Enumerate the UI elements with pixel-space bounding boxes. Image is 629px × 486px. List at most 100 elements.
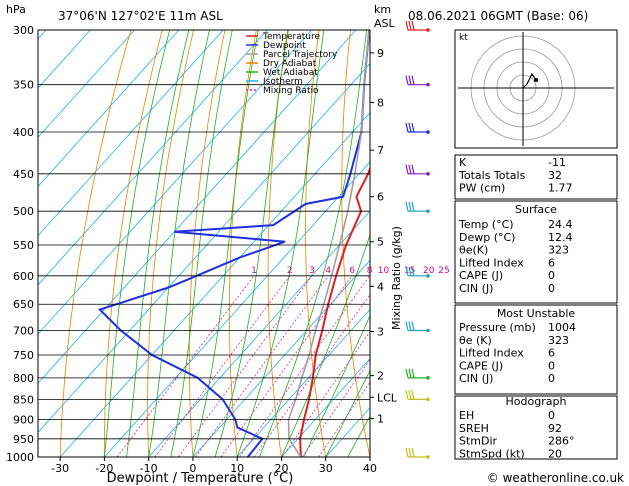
index-value: 24.4	[548, 218, 573, 231]
dry-adiabat-line	[59, 30, 132, 457]
wind-barb-flag	[405, 20, 409, 31]
wind-barb-flag	[411, 75, 415, 85]
hodograph-unit: kt	[459, 33, 468, 43]
legend-entry: Parcel Trajectory	[263, 50, 338, 60]
index-label: StmSpd (kt)	[459, 447, 525, 460]
isotherm-line	[281, 358, 370, 457]
wet-adiabat-line	[192, 30, 259, 457]
pressure-tick-label: 300	[13, 24, 34, 37]
altitude-tick-label: 1	[377, 412, 384, 425]
wind-barbs	[405, 20, 430, 459]
index-label: θe(K)	[459, 244, 488, 257]
index-label: CIN (J)	[459, 372, 493, 385]
index-label: PW (cm)	[459, 182, 505, 195]
index-label: SREH	[459, 422, 489, 435]
index-label: Lifted Index	[459, 256, 524, 269]
index-value: 32	[548, 169, 562, 182]
wind-barb-flag	[408, 390, 412, 400]
mixing-ratio-value-label: 2	[287, 266, 293, 276]
wind-barb-flag	[411, 202, 415, 212]
mixing-ratio-value-label: 20	[423, 266, 435, 276]
wind-barb-flag	[405, 447, 409, 458]
altitude-tick-label: 5	[377, 236, 384, 249]
index-label: Pressure (mb)	[459, 321, 536, 334]
pressure-tick-label: 800	[13, 372, 34, 385]
index-value: 0	[548, 282, 555, 295]
pressure-tick-label: 450	[13, 168, 34, 181]
index-label: Lifted Index	[459, 347, 524, 360]
wet-adiabat-line	[148, 30, 210, 457]
wind-barb-flag	[411, 447, 415, 458]
wind-barb-flag	[408, 368, 412, 378]
index-value: 0	[548, 409, 555, 422]
pressure-tick-label: 900	[13, 414, 34, 427]
wind-barb-flag	[411, 20, 415, 31]
index-label: CAPE (J)	[459, 269, 503, 282]
temperature-tick-label: 0	[189, 462, 196, 475]
wind-barb-flag	[405, 321, 409, 331]
wind-barb-flag	[408, 202, 412, 212]
copyright: © weatheronline.co.uk	[487, 471, 624, 485]
mixing-ratio-axis-label: Mixing Ratio (g/kg)	[390, 226, 403, 330]
index-value: 1.77	[548, 182, 573, 195]
isotherm-line	[38, 30, 357, 384]
legend-entry: Mixing Ratio	[263, 86, 319, 96]
temperature-tick-label: 20	[274, 462, 288, 475]
isotherm-line	[38, 30, 135, 138]
index-value: 92	[548, 422, 562, 435]
wind-barb-flag	[411, 368, 415, 378]
index-box	[454, 154, 618, 200]
index-section-title: Hodograph	[506, 395, 567, 408]
pressure-tick-label: 650	[13, 298, 34, 311]
pressure-tick-label: 600	[13, 270, 34, 283]
index-value: 323	[548, 334, 569, 347]
index-box	[454, 304, 618, 395]
index-label: CIN (J)	[459, 282, 493, 295]
axes: 3003504004505005506006507007508008509009…	[6, 24, 398, 475]
wind-barb-flag	[408, 447, 412, 458]
wind-barb-flag	[405, 202, 409, 212]
index-section-title: Surface	[515, 203, 557, 216]
hodograph-storm-motion	[534, 78, 538, 82]
index-label: θe (K)	[459, 334, 492, 347]
isotherm-line	[148, 210, 370, 457]
isotherm-line	[236, 308, 370, 457]
altitude-tick-label: 3	[377, 326, 384, 339]
pressure-tick-label: 950	[13, 433, 34, 446]
wind-barb-dot	[426, 397, 430, 402]
asl-unit-label: ASL	[374, 17, 396, 30]
index-value: 0	[548, 372, 555, 385]
wind-barb-flag	[408, 75, 412, 85]
wind-barb-dot	[426, 328, 430, 333]
temperature-tick-label: -20	[95, 462, 113, 475]
pressure-tick-label: 1000	[6, 451, 34, 464]
index-label: Totals Totals	[458, 169, 526, 182]
wind-barb-dot	[426, 274, 430, 278]
mixing-ratio-value-label: 6	[349, 266, 355, 276]
index-label: Temp (°C)	[458, 218, 514, 231]
wind-barb-dot	[426, 209, 430, 213]
legend-entry: Isotherm	[263, 77, 303, 87]
pressure-tick-label: 500	[13, 205, 34, 218]
temperature-tick-label: 10	[230, 462, 244, 475]
wind-barb-dot	[426, 82, 430, 87]
legend-entry: Dewpoint	[263, 41, 306, 51]
km-unit-label: km	[374, 3, 391, 16]
mixing-ratio-line	[302, 359, 370, 457]
index-value: 0	[548, 359, 555, 372]
location-title: 37°06'N 127°02'E 11m ASL	[58, 9, 223, 23]
indices-panel: K -11 Totals Totals 32 PW (cm) 1.77 SurfaceTem…	[454, 154, 618, 460]
index-value: 286°	[548, 435, 575, 448]
altitude-tick-label: 7	[377, 144, 384, 157]
mixing-ratio-value-label: 8	[367, 266, 373, 276]
pressure-tick-label: 350	[13, 79, 34, 92]
isotherm-line	[38, 30, 180, 188]
wind-barb-flag	[411, 122, 415, 133]
wind-barb-flag	[411, 321, 415, 331]
dry-adiabat-line	[411, 30, 459, 457]
isotherm-line	[38, 62, 370, 434]
index-value: 12.4	[548, 231, 573, 244]
pressure-tick-label: 850	[13, 393, 34, 406]
wind-barb-flag	[405, 75, 409, 85]
wind-barb-flag	[408, 122, 412, 133]
